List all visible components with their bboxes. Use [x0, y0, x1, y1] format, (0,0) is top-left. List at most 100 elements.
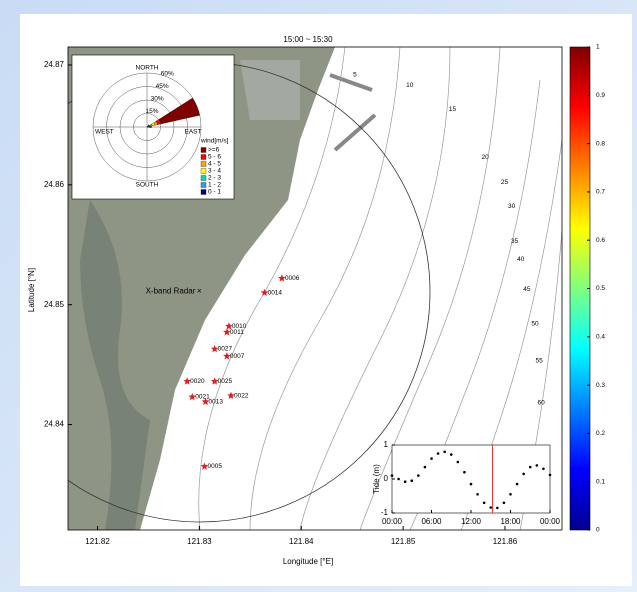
drifter-label: 0006	[285, 275, 300, 282]
tide-point	[470, 483, 473, 486]
contour-label: 25	[501, 179, 509, 186]
legend-label: 1 - 2	[208, 182, 221, 189]
x-tick-label: 121.82	[85, 537, 110, 546]
page: {"chart_data": [ {"type": "scatter", "ti…	[0, 0, 637, 592]
tide-point	[430, 457, 433, 460]
colorbar-tick-label: 0.7	[596, 189, 605, 196]
rose-direction: NORTH	[136, 65, 159, 72]
tide-y-tick-label: 1	[384, 440, 389, 449]
colorbar-tick-label: 0.9	[596, 92, 605, 99]
y-tick-label: 24.87	[44, 60, 65, 69]
drifter-label: 0007	[230, 353, 245, 360]
tide-x-tick-label: 12:00	[461, 517, 482, 526]
rose-direction: WEST	[95, 129, 114, 136]
annotation: X-band Radar	[146, 287, 196, 296]
tide-point	[397, 478, 400, 481]
legend-label: 5 - 6	[208, 154, 221, 161]
legend-swatch	[201, 162, 206, 167]
tide-point	[503, 502, 506, 505]
legend-swatch	[201, 155, 206, 160]
x-tick-label: 121.83	[187, 537, 212, 546]
drifter-label: 0005	[207, 463, 222, 470]
contour-label: 20	[481, 154, 489, 161]
x-axis-label: Longitude [°E]	[283, 557, 333, 566]
colorbar-tick-label: 0.2	[596, 430, 605, 437]
contour-label: 10	[406, 82, 414, 89]
tide-x-tick-label: 00:00	[382, 517, 403, 526]
colorbar-tick-label: 0.1	[596, 478, 605, 485]
chart-title: 15:00 ~ 15:30	[283, 35, 333, 44]
contour-label: 40	[517, 256, 525, 263]
contour-label: 30	[508, 203, 516, 210]
tide-point	[476, 493, 479, 496]
legend-label: 2 - 3	[208, 175, 221, 182]
rose-ring-label: 45%	[156, 83, 169, 90]
colorbar-tick-label: 0.4	[596, 334, 605, 341]
tide-point	[457, 461, 460, 464]
legend-title: wind[m/s]	[200, 138, 229, 145]
drifter-label: 0011	[230, 329, 244, 336]
rose-ring-label: 30%	[151, 96, 164, 103]
rose-ring-label: 60%	[161, 71, 174, 78]
contour-label: 50	[531, 321, 539, 328]
x-tick-label: 121.85	[391, 537, 416, 546]
y-tick-label: 24.86	[44, 180, 65, 189]
y-axis-label: Latitude [°N]	[27, 268, 36, 312]
tide-point	[391, 474, 394, 477]
contour-label: 55	[535, 358, 543, 365]
tide-point	[522, 473, 525, 476]
colorbar-tick-label: 0.8	[596, 140, 605, 147]
legend-swatch	[201, 169, 206, 174]
contour-label: 45	[523, 286, 531, 293]
radar-mark: ×	[197, 287, 202, 296]
drifter-label: 0022	[234, 392, 249, 399]
legend-swatch	[201, 183, 206, 188]
colorbar-tick-label: 0.5	[596, 285, 605, 292]
legend-swatch	[201, 148, 206, 153]
tide-point	[410, 479, 413, 482]
drifter-label: 0020	[190, 378, 205, 385]
colorbar-tick-label: 0.6	[596, 237, 605, 244]
contour-label: 15	[449, 106, 457, 113]
tide-point	[489, 506, 492, 509]
contour-label: 5	[353, 71, 357, 78]
tide-y-label: Tide (m)	[372, 464, 381, 494]
tide-y-tick-label: -1	[381, 508, 389, 517]
tide-panel	[392, 445, 550, 513]
drifter-label: 0014	[268, 289, 283, 296]
tide-point	[542, 468, 545, 471]
x-tick-label: 121.84	[289, 537, 314, 546]
tide-point	[509, 493, 512, 496]
colorbar-tick-label: 0.3	[596, 382, 605, 389]
tide-point	[529, 466, 532, 469]
rose-ring-label: 15%	[146, 108, 159, 115]
legend-swatch	[201, 176, 206, 181]
drifter-label: 0013	[209, 398, 224, 405]
contour-label: 35	[511, 238, 519, 245]
rose-direction: EAST	[185, 129, 202, 136]
harbor	[240, 60, 300, 120]
tide-x-tick-label: 06:00	[421, 517, 442, 526]
tide-point	[516, 483, 519, 486]
x-tick-label: 121.86	[493, 537, 518, 546]
figure: 15:00 ~ 15:30 Longitude [°E] Latitude [°…	[0, 0, 637, 592]
y-tick-label: 24.84	[44, 420, 65, 429]
drifter-label: 0025	[218, 378, 233, 385]
tide-point	[483, 502, 486, 505]
tide-point	[463, 471, 466, 474]
tide-point	[417, 474, 420, 477]
tide-y-tick-label: 0	[384, 474, 389, 483]
y-tick-label: 24.85	[44, 300, 65, 309]
tide-point	[549, 474, 552, 477]
tide-point	[437, 452, 440, 455]
tide-point	[424, 466, 427, 469]
contour-label: 60	[538, 400, 546, 407]
legend-label: 0 - 1	[208, 189, 221, 196]
tide-x-tick-label: 18:00	[500, 517, 521, 526]
tide-x-tick-label: 00:00	[540, 517, 561, 526]
rose-direction: SOUTH	[136, 182, 159, 189]
legend-label: 3 - 4	[208, 168, 221, 175]
legend-swatch	[201, 190, 206, 195]
tide-point	[496, 507, 499, 510]
tide-point	[443, 451, 446, 454]
